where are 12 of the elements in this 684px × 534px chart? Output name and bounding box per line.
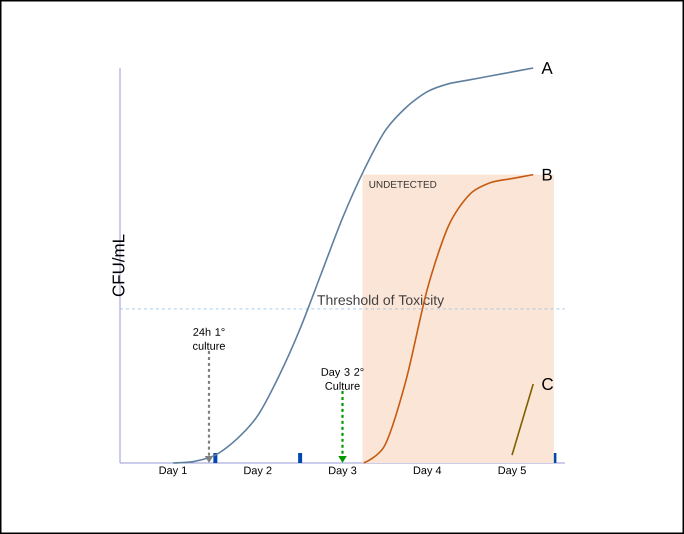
x-tick-label: Day 3: [329, 466, 356, 476]
x-tick-label: Day 1: [160, 466, 187, 476]
x-tick-label: Day 5: [498, 466, 526, 476]
annotation: Day 3 2° Culture: [322, 368, 364, 390]
series-label: C: [542, 378, 554, 390]
annotation: 24h 1° culture: [193, 328, 225, 350]
x-tick-label: Day 4: [414, 466, 442, 476]
series-label: A: [541, 62, 553, 74]
x-tick-label: Day 2: [244, 466, 272, 476]
y-axis-title: CFU/mL: [112, 234, 124, 296]
annotation: UNDETECTED: [369, 180, 436, 188]
series-label: B: [542, 168, 552, 180]
